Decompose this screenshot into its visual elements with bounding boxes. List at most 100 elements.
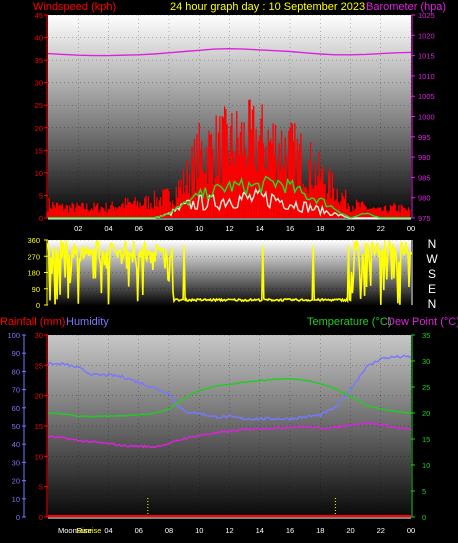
climate-panel-series [47,354,412,517]
direction-tick-label: 270 [27,252,40,261]
rainfall-tick-label: 15 [35,422,43,431]
barometer-tick-label: 1005 [418,92,435,101]
humidity-tick-label: 10 [12,495,20,504]
compass-direction-label: E [428,282,436,296]
compass-direction-label: W [426,252,438,266]
climate-x-tick-label: 10 [195,526,203,535]
humidity-tick-label: 70 [12,386,20,395]
temperature-tick-label: 5 [422,487,426,496]
barometer-axis: 975 980 985 990 995 1000 1005 1010 1015 1020 1025 [411,11,435,223]
barometer-tick-label: 990 [418,153,431,162]
barometer-tick-label: 1025 [418,11,435,20]
barometer-tick-label: 980 [418,194,431,203]
climate-panel-x-axis: 04 06 08 10 12 14 16 18 20 22 00 [48,517,415,535]
temperature-tick-label: 20 [422,409,430,418]
rainfall-tick-label: 10 [35,452,43,461]
wind-x-tick-label: 04 [104,224,112,233]
humidity-tick-label: 80 [12,367,20,376]
windspeed-tick-label: 25 [35,101,43,110]
wind-direction-series [47,240,412,305]
direction-degree-axis: 0 90 180 270 360 [27,236,48,310]
barometer-tick-label: 975 [418,214,431,223]
temperature-tick-label: 0 [422,513,426,522]
climate-x-tick-label: 20 [346,526,354,535]
wind-x-tick-label: 10 [195,224,203,233]
direction-tick-label: 360 [27,236,40,245]
moonrise-label: MoonRise [58,526,92,535]
temperature-axis-label: Temperature (°C) [307,316,391,328]
rainfall-tick-label: 0 [39,513,43,522]
windspeed-axis: 0 5 10 15 20 25 30 35 40 45 [35,11,48,223]
dewpoint-axis-label: Dew Point (°C) [387,316,458,328]
humidity-tick-label: 50 [12,422,20,431]
temperature-axis: 0 5 10 15 20 25 30 35 [411,331,430,522]
windspeed-tick-label: 30 [35,79,43,88]
compass-direction-label: N [428,237,437,251]
humidity-axis: 0 10 20 30 40 50 60 70 80 90 100 [7,331,26,522]
climate-x-tick-label: 18 [316,526,324,535]
wind-x-tick-label: 18 [316,224,324,233]
compass-direction-label: N [428,297,437,311]
barometer-tick-label: 995 [418,133,431,142]
climate-x-tick-label: 08 [165,526,173,535]
temperature-tick-label: 35 [422,331,430,340]
compass-direction-label: S [428,267,436,281]
temperature-tick-label: 30 [422,357,430,366]
humidity-tick-label: 100 [7,331,20,340]
sunrise-label: Sunrise [76,526,101,535]
rainfall-axis: 0 5 10 15 20 25 30 [35,331,48,522]
direction-tick-label: 0 [36,301,40,310]
direction-tick-label: 90 [32,285,40,294]
windspeed-tick-label: 35 [35,56,43,65]
windspeed-tick-label: 15 [35,146,43,155]
temperature-tick-label: 25 [422,383,430,392]
humidity-series [47,354,412,422]
humidity-tick-label: 20 [12,477,20,486]
windspeed-axis-label: Windspeed (kph) [33,1,116,13]
wind-average-series [48,175,411,219]
wind-x-tick-label: 08 [165,224,173,233]
wind-x-tick-label: 12 [225,224,233,233]
wind-x-tick-label: 06 [135,224,143,233]
humidity-tick-label: 90 [12,349,20,358]
rainfall-tick-label: 30 [35,331,43,340]
barometer-tick-label: 985 [418,173,431,182]
temperature-series [47,377,412,418]
climate-x-tick-label: 14 [256,526,264,535]
windspeed-tick-label: 10 [35,169,43,178]
humidity-tick-label: 60 [12,404,20,413]
barometer-tick-label: 1020 [418,31,435,40]
windspeed-tick-label: 5 [39,191,43,200]
rainfall-tick-label: 20 [35,392,43,401]
wind-x-tick-label: 16 [286,224,294,233]
barometer-axis-label: Barometer (hpa) [366,1,446,13]
climate-x-tick-label: 12 [225,526,233,535]
rainfall-tick-label: 25 [35,361,43,370]
barometer-tick-label: 1000 [418,113,435,122]
temperature-tick-label: 10 [422,461,430,470]
dewpoint-series [47,421,412,449]
chart-title: 24 hour graph day : 10 September 2023 [170,1,365,13]
direction-panel-series [47,240,412,305]
windspeed-tick-label: 20 [35,124,43,133]
wind-x-tick-label: 22 [377,224,385,233]
humidity-axis-label: Humidity [66,316,109,328]
windspeed-tick-label: 45 [35,11,43,20]
climate-x-tick-label: 16 [286,526,294,535]
barometer-tick-label: 1015 [418,52,435,61]
humidity-tick-label: 30 [12,458,20,467]
wind-x-tick-label: 00 [407,224,415,233]
wind-panel-x-axis: 02 04 06 08 10 12 14 16 18 20 22 00 [48,218,415,233]
humidity-tick-label: 0 [16,513,20,522]
climate-x-tick-label: 04 [104,526,112,535]
wind-panel-series [47,47,412,219]
direction-tick-label: 180 [27,269,40,278]
rainfall-axis-label: Rainfall (mm) [0,316,65,328]
humidity-tick-label: 40 [12,440,20,449]
climate-x-tick-label: 22 [377,526,385,535]
wind-x-tick-label: 14 [256,224,264,233]
barometer-tick-label: 1010 [418,72,435,81]
wind-x-tick-label: 02 [74,224,82,233]
windspeed-tick-label: 40 [35,34,43,43]
